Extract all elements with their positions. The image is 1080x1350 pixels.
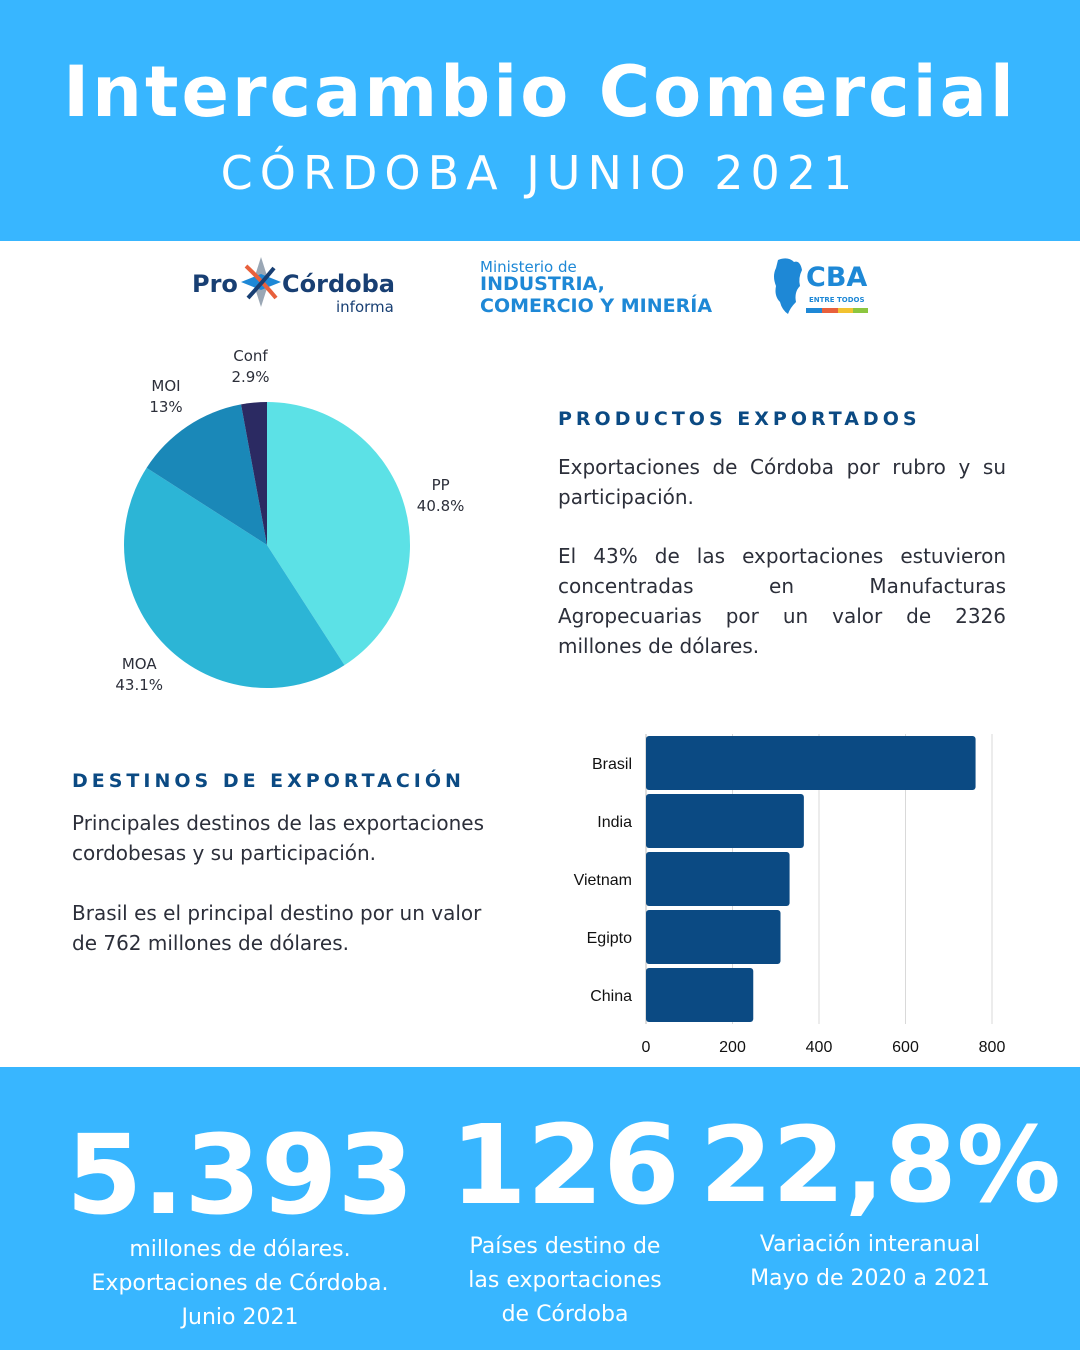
- y-tick-label: Egipto: [587, 930, 632, 947]
- stat-variation-caption-line1: Variación interanual: [759, 1232, 981, 1257]
- x-tick-label: 800: [979, 1039, 1006, 1056]
- y-tick-label: China: [590, 988, 632, 1005]
- procordoba-emblem-icon: [241, 257, 281, 307]
- cba-logo-text: CBA: [806, 262, 868, 293]
- destinos-highlight: Brasil es el principal destino por un va…: [72, 901, 482, 955]
- cba-logo: CBA ENTRE TODOS: [770, 256, 880, 318]
- page-subtitle: CÓRDOBA JUNIO 2021: [220, 146, 860, 200]
- pie-label-value: 43.1%: [115, 676, 163, 694]
- stat-export-value: 5.393: [66, 1111, 414, 1239]
- pie-label-conf: Conf 2.9%: [231, 347, 269, 386]
- pie-label-value: 2.9%: [231, 368, 269, 386]
- procordoba-logo: Pro Córdoba informa: [190, 250, 420, 320]
- ministerio-line2: INDUSTRIA,: [480, 273, 605, 295]
- bar-india: [646, 794, 804, 848]
- stat-export-caption-line1: millones de dólares.: [129, 1237, 351, 1262]
- footer-banner: [0, 1067, 1080, 1350]
- pie-chart-svg: PP 40.8% MOA 43.1% MOI 13% Conf 2.9%: [115, 347, 465, 694]
- stat-variation-value: 22,8%: [700, 1104, 1061, 1226]
- destinos-title: DESTINOS DE EXPORTACIÓN: [72, 770, 465, 792]
- header-banner: [0, 0, 1080, 241]
- page-title: Intercambio Comercial: [63, 51, 1017, 133]
- cba-tagline: ENTRE TODOS: [809, 296, 865, 304]
- bar-chart: 0 200 400 600 800 Brasil India Vietnam Egipto Chi…: [540, 720, 1040, 1065]
- stat-export-caption: millones de dólares. Exportaciones de Có…: [40, 1233, 440, 1335]
- stat-countries-value: 126: [450, 1101, 680, 1229]
- pie-chart: PP 40.8% MOA 43.1% MOI 13% Conf 2.9%: [110, 340, 490, 710]
- productos-description: Exportaciones de Córdoba por rubro y su …: [558, 455, 1006, 509]
- x-tick-label: 0: [642, 1039, 651, 1056]
- stat-variation-caption: Variación interanual Mayo de 2020 a 2021: [700, 1228, 1040, 1296]
- pie-slice-pp: [267, 402, 410, 666]
- logo-cordoba-text: Córdoba: [282, 270, 395, 298]
- bar-chart-svg: 0 200 400 600 800 Brasil India Vietnam Egipto Chi…: [574, 734, 1006, 1056]
- bar-china: [646, 968, 754, 1022]
- stat-export-caption-line2: Exportaciones de Córdoba.: [91, 1271, 389, 1296]
- pie-label-value: 13%: [149, 398, 182, 416]
- pie-label-moi: MOI 13%: [149, 377, 182, 416]
- bar-egipto: [646, 910, 781, 964]
- x-tick-label: 600: [892, 1039, 919, 1056]
- y-tick-label: Brasil: [592, 756, 632, 773]
- x-tick-label: 200: [719, 1039, 746, 1056]
- ministerio-line1: Ministerio de: [480, 258, 577, 276]
- bar-brasil: [646, 736, 976, 790]
- y-tick-label: India: [597, 814, 632, 831]
- x-tick-label: 400: [806, 1039, 833, 1056]
- pie-label-pp: PP 40.8%: [417, 476, 465, 515]
- stat-countries-caption: Países destino de las exportaciones de C…: [430, 1230, 700, 1332]
- logo-informa-text: informa: [336, 298, 394, 316]
- pie-label-name: Conf: [233, 347, 268, 365]
- cordoba-map-icon: [774, 258, 802, 314]
- stat-export-caption-line3: Junio 2021: [181, 1305, 299, 1330]
- pie-slice-moa: [124, 467, 345, 688]
- logo-pro-text: Pro: [192, 270, 238, 298]
- destinos-description: Principales destinos de las exportacione…: [72, 811, 484, 865]
- stat-countries-caption-line3: de Córdoba: [501, 1302, 629, 1327]
- stat-countries-caption-line1: Países destino de: [469, 1234, 661, 1259]
- ministerio-logo: Ministerio de INDUSTRIA, COMERCIO Y MINE…: [480, 258, 720, 328]
- pie-label-name: PP: [432, 476, 450, 494]
- pie-slice-moi: [146, 404, 267, 545]
- productos-title: PRODUCTOS EXPORTADOS: [558, 408, 921, 430]
- pie-label-name: MOA: [122, 655, 157, 673]
- y-tick-label: Vietnam: [574, 872, 632, 889]
- pie-label-name: MOI: [151, 377, 180, 395]
- pie-label-moa: MOA 43.1%: [115, 655, 163, 694]
- pie-label-value: 40.8%: [417, 497, 465, 515]
- pie-slice-conf: [241, 402, 267, 545]
- stat-countries-caption-line2: las exportaciones: [468, 1268, 662, 1293]
- productos-highlight: El 43% de las exportaciones estuvieron c…: [558, 544, 1006, 658]
- cba-color-stripe: [806, 308, 868, 313]
- bar-vietnam: [646, 852, 790, 906]
- stat-variation-caption-line2: Mayo de 2020 a 2021: [750, 1266, 990, 1291]
- ministerio-line3: COMERCIO Y MINERÍA: [480, 295, 713, 317]
